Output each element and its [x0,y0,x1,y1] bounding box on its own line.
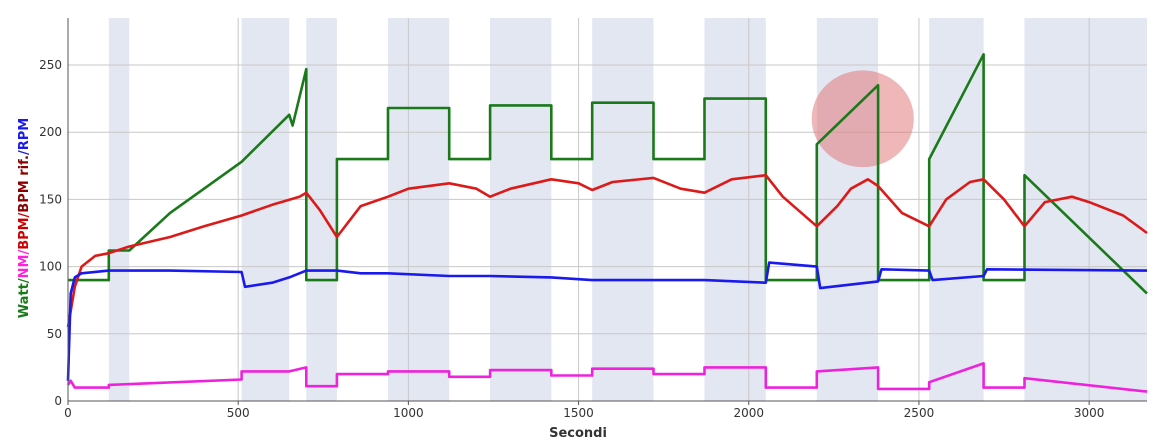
highlight-ellipse-group [811,70,914,168]
y-tick-label: 250 [39,58,62,72]
series-line [66,362,1148,393]
y-tick-label: 100 [39,260,62,274]
shaded-band [108,18,130,401]
y-tick-label: 200 [39,125,62,139]
shaded-band [241,18,290,401]
shaded-band [490,18,552,401]
y-axis-title-part: / [17,150,32,155]
series-lines [66,52,1148,393]
y-tick-label: 150 [39,192,62,206]
y-axis-title-part: Watt [17,283,32,318]
x-tick-label: 2500 [904,406,935,420]
x-tick-label: 2000 [733,406,764,420]
shaded-band [387,18,450,401]
y-axis-title-part: / [17,250,32,255]
y-axis-title-part: NM [17,255,32,279]
plot-area [66,18,1148,402]
series-line [66,261,1148,381]
shaded-bands [108,18,1147,401]
shaded-band [929,18,984,401]
y-tick-label: 0 [54,394,62,408]
x-tick-label: 0 [64,406,72,420]
y-axis-title-part: BPM rif. [17,155,32,213]
series-line [68,52,1148,295]
shaded-band [1024,18,1147,401]
x-axis-title: Secondi [549,426,607,441]
x-tick-label: 3000 [1074,406,1105,420]
x-tick-label: 1500 [563,406,594,420]
y-axis-title-part: BPM [17,217,32,249]
shaded-band [592,18,654,401]
series-line [66,173,1148,328]
y-axis-title: Watt/NM/BPM/BPM rif./RPM [17,118,32,318]
y-tick-label: 50 [47,327,62,341]
x-tick-label: 500 [227,406,250,420]
y-tick-labels: 0 50 100 150 200 250 [39,58,62,408]
shaded-band [306,18,337,401]
y-axis-title-part: RPM [17,118,32,150]
y-axis-title-part: / [17,278,32,283]
grid-lines [68,18,1147,401]
shaded-band [704,18,766,401]
x-tick-labels: 0 500 1000 1500 2000 2500 3000 [64,401,1104,420]
y-axis-title-part: / [17,212,32,217]
highlight-ellipse [811,70,914,168]
x-tick-label: 1000 [393,406,424,420]
